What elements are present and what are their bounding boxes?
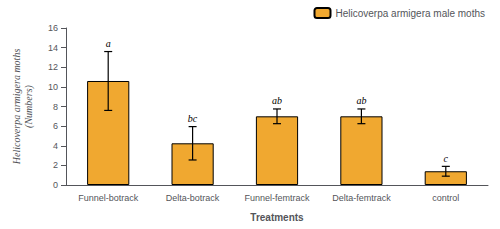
svg-text:ab: ab xyxy=(356,95,366,106)
svg-text:Funnel-femtrack: Funnel-femtrack xyxy=(244,193,310,203)
svg-text:bc: bc xyxy=(188,113,198,124)
svg-text:Helicoverpa armigera moths: Helicoverpa armigera moths xyxy=(11,49,22,166)
svg-text:Funnel-botrack: Funnel-botrack xyxy=(78,193,139,203)
svg-text:10: 10 xyxy=(48,82,58,92)
svg-text:8: 8 xyxy=(53,102,58,112)
svg-text:16: 16 xyxy=(48,23,58,33)
svg-text:Treatments: Treatments xyxy=(250,212,304,223)
svg-text:a: a xyxy=(106,38,111,49)
svg-text:2: 2 xyxy=(53,160,58,170)
svg-text:12: 12 xyxy=(48,62,58,72)
svg-text:4: 4 xyxy=(53,141,58,151)
svg-text:Delta-botrack: Delta-botrack xyxy=(166,193,220,203)
svg-text:14: 14 xyxy=(48,43,58,53)
svg-text:Delta-femtrack: Delta-femtrack xyxy=(332,193,391,203)
svg-text:control: control xyxy=(432,193,459,203)
svg-text:Helicoverpa armigera male moth: Helicoverpa armigera male moths xyxy=(335,8,485,19)
svg-text:ab: ab xyxy=(272,95,282,106)
svg-text:(Numbers): (Numbers) xyxy=(23,84,35,127)
svg-text:c: c xyxy=(444,153,449,164)
svg-text:0: 0 xyxy=(53,180,58,190)
svg-text:6: 6 xyxy=(53,121,58,131)
